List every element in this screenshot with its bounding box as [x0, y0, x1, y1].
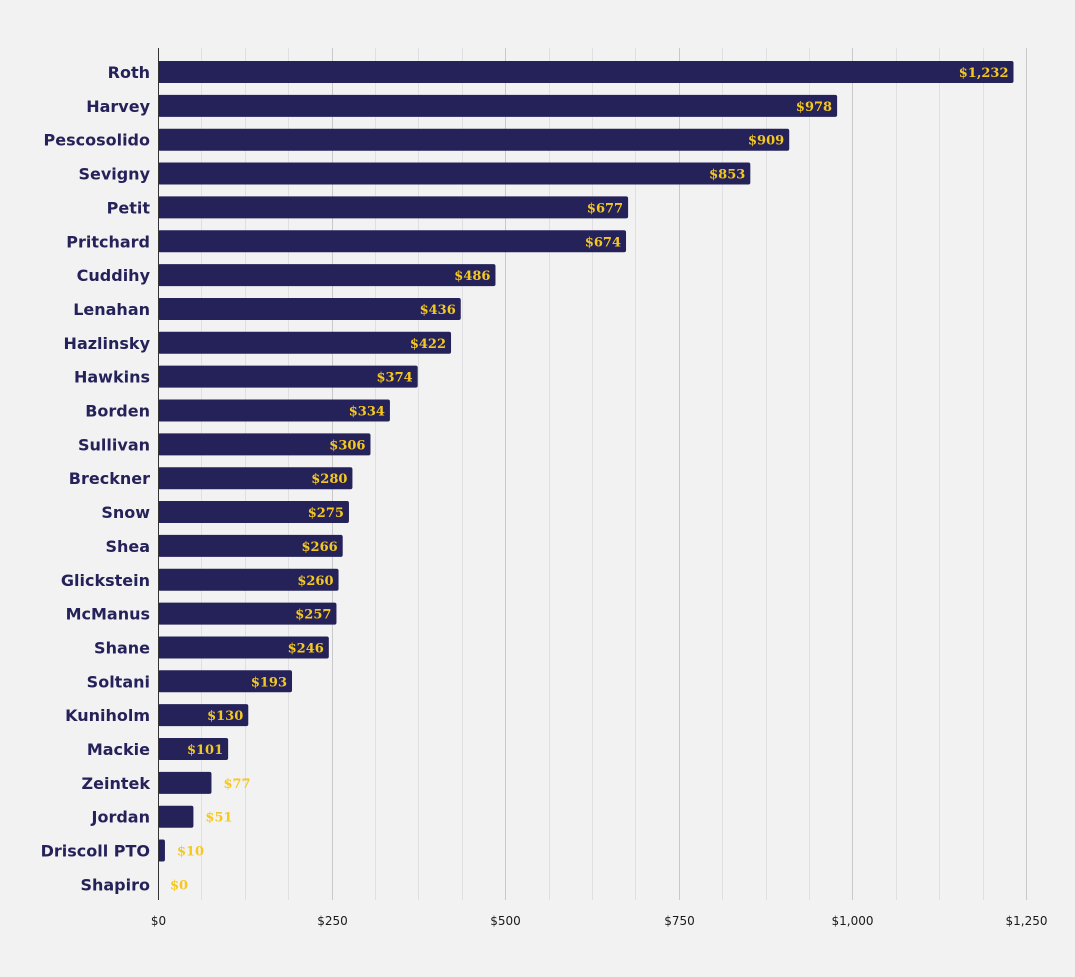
value-label: $280	[311, 472, 347, 487]
value-label: $77	[223, 777, 250, 792]
value-label: $257	[295, 608, 331, 623]
category-label: Harvey	[86, 97, 150, 116]
value-label: $374	[377, 371, 413, 386]
x-tick-label: $500	[490, 914, 521, 928]
value-label: $1,232	[959, 66, 1009, 81]
category-label: Breckner	[69, 469, 150, 488]
value-label: $266	[302, 540, 338, 555]
bar	[158, 568, 339, 591]
value-label: $422	[410, 337, 446, 352]
value-label: $436	[420, 303, 456, 318]
value-label: $51	[205, 811, 232, 826]
value-label: $306	[329, 438, 365, 453]
bar	[158, 162, 751, 185]
x-axis: $0 $250 $500 $750 $1,000 $1,250	[151, 914, 1048, 928]
value-label: $0	[170, 878, 188, 893]
bar	[158, 433, 371, 456]
bar	[158, 839, 165, 862]
bar	[158, 704, 249, 727]
category-label: Sevigny	[78, 165, 150, 184]
bar	[158, 331, 452, 354]
bar	[158, 365, 418, 388]
bar	[158, 61, 1014, 83]
x-tick-label: $750	[664, 914, 695, 928]
bar	[158, 196, 629, 219]
category-label: Shapiro	[80, 875, 150, 894]
category-label: Shea	[105, 537, 150, 556]
bar	[158, 128, 790, 151]
bar	[158, 805, 194, 828]
category-label: Pescosolido	[43, 131, 150, 150]
bar	[158, 670, 293, 693]
value-label: $246	[288, 641, 324, 656]
value-label: $101	[187, 743, 223, 758]
gridlines	[201, 48, 1027, 900]
value-label: $130	[207, 709, 243, 724]
category-label: Jordan	[91, 808, 150, 827]
category-label: Hazlinsky	[64, 334, 151, 353]
bar	[158, 501, 349, 524]
category-label: Soltani	[87, 672, 150, 691]
category-label: Cuddihy	[77, 266, 151, 285]
category-label: Petit	[107, 198, 151, 217]
category-label: Glickstein	[61, 571, 150, 590]
value-label: $677	[587, 201, 623, 216]
category-label: Sullivan	[78, 435, 150, 454]
category-label: Snow	[101, 503, 150, 522]
category-label: Hawkins	[74, 368, 150, 387]
category-label: Lenahan	[73, 300, 150, 319]
category-label: Zeintek	[82, 774, 151, 793]
bar	[158, 297, 461, 320]
value-label: $10	[177, 845, 204, 860]
category-label: Kuniholm	[65, 706, 150, 725]
value-label: $909	[748, 134, 784, 149]
bar	[158, 399, 390, 422]
bar	[158, 94, 838, 117]
bar	[158, 771, 212, 794]
bar	[158, 467, 353, 490]
category-label: Pritchard	[66, 232, 150, 251]
bar	[158, 602, 337, 625]
category-label: Driscoll PTO	[41, 842, 150, 861]
bar	[158, 230, 627, 253]
category-label: Roth	[108, 63, 150, 82]
value-label: $260	[297, 574, 333, 589]
value-label: $674	[585, 235, 621, 250]
value-label: $853	[709, 168, 745, 183]
value-label: $193	[251, 675, 287, 690]
category-label: Shane	[94, 638, 150, 657]
bars: Roth $1,232 Harvey $978 Pescosolido $909 Sevig…	[41, 61, 1014, 894]
category-label: McManus	[66, 605, 150, 624]
value-label: $334	[349, 405, 385, 420]
bar	[158, 636, 329, 659]
x-tick-label: $1,000	[832, 914, 874, 928]
category-label: Borden	[85, 402, 150, 421]
x-tick-label: $1,250	[1006, 914, 1048, 928]
bar	[158, 534, 343, 557]
value-label: $486	[454, 269, 490, 284]
value-label: $978	[796, 100, 832, 115]
category-label: Mackie	[87, 740, 150, 759]
x-tick-label: $0	[151, 914, 166, 928]
bar	[158, 738, 229, 760]
bar	[158, 264, 496, 287]
x-tick-label: $250	[317, 914, 348, 928]
value-label: $275	[308, 506, 344, 521]
